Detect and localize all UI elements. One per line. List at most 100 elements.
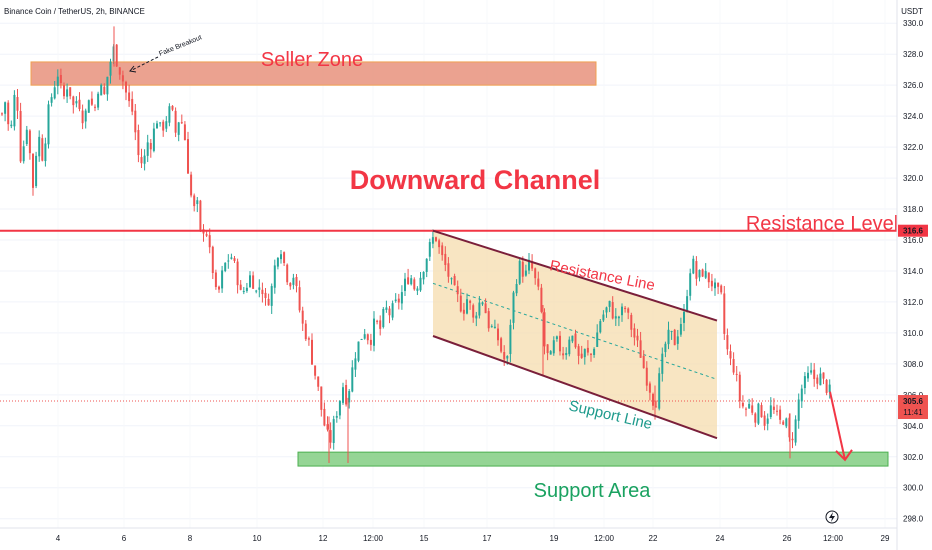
candle-body xyxy=(732,359,735,373)
candle-body xyxy=(13,94,16,127)
candle-body xyxy=(444,253,447,266)
candle-body xyxy=(710,280,713,287)
candle-body xyxy=(621,306,623,316)
candle-body xyxy=(549,351,552,355)
candle-body xyxy=(180,122,183,124)
candle-body xyxy=(769,405,772,417)
chart-title-downward-channel: Downward Channel xyxy=(350,165,601,195)
candle-body xyxy=(227,260,230,262)
candle-body xyxy=(745,408,747,410)
candle-body xyxy=(156,123,158,129)
candle-body xyxy=(252,275,255,289)
candle-body xyxy=(450,278,453,280)
candle-body xyxy=(87,100,90,113)
candle-body xyxy=(121,75,124,82)
candle-body xyxy=(435,237,437,242)
candle-body xyxy=(357,341,360,361)
candle-body xyxy=(493,326,496,329)
candle-body xyxy=(366,334,369,341)
candle-body xyxy=(382,308,385,328)
candle-body xyxy=(521,261,524,277)
candle-body xyxy=(788,417,791,438)
candle-body xyxy=(413,279,416,290)
candle-body xyxy=(10,124,13,127)
candle-body xyxy=(289,283,292,287)
candle-body xyxy=(518,260,521,284)
fake-breakout-arrowhead xyxy=(129,65,137,73)
seller-zone-box xyxy=(30,61,597,86)
replay-icon[interactable] xyxy=(825,510,839,524)
candle-body xyxy=(819,373,822,386)
candle-body xyxy=(16,97,19,111)
candle-body xyxy=(103,86,106,94)
candle-body xyxy=(323,408,326,426)
candle-body xyxy=(311,339,313,365)
candle-body xyxy=(391,303,394,318)
candle-body xyxy=(484,303,487,314)
lightning-icon xyxy=(829,512,835,522)
channel-midline xyxy=(432,282,718,380)
candle-body xyxy=(168,106,171,123)
candle-body xyxy=(7,102,10,125)
candle-body xyxy=(776,410,778,412)
candle-body xyxy=(717,282,720,287)
candle-body xyxy=(772,406,775,410)
candle-body xyxy=(757,403,760,424)
down-arrow-shaft xyxy=(829,391,846,461)
candle-body xyxy=(314,365,317,376)
x-tick-label: 12:00 xyxy=(363,534,384,543)
candle-body xyxy=(794,419,797,443)
candle-body xyxy=(785,418,788,427)
candle-body xyxy=(524,270,527,276)
symbol-title[interactable]: Binance Coin / TetherUS, 2h, BINANCE xyxy=(4,7,145,16)
candle-body xyxy=(379,320,382,329)
y-tick-label: 300.0 xyxy=(903,484,924,493)
candle-body xyxy=(360,338,363,340)
candle-body xyxy=(475,315,478,319)
candle-body xyxy=(652,393,654,406)
candle-body xyxy=(326,424,329,430)
candle-body xyxy=(59,74,62,83)
candle-body xyxy=(270,286,273,306)
fake-breakout-arrow xyxy=(129,56,159,72)
candle-body xyxy=(425,258,428,272)
candle-body xyxy=(614,316,617,319)
candle-body xyxy=(90,98,93,105)
candle-body xyxy=(462,309,465,314)
candle-body xyxy=(670,331,673,333)
candle-body xyxy=(605,307,608,313)
candle-body xyxy=(53,87,56,99)
candle-body xyxy=(143,155,146,164)
candle-body xyxy=(586,347,589,353)
candle-body xyxy=(236,261,239,286)
resistance-price-tag xyxy=(898,224,928,237)
candle-body xyxy=(199,200,202,231)
candle-body xyxy=(534,268,537,279)
candle-body xyxy=(701,269,704,277)
candle-body xyxy=(574,333,577,348)
candle-body xyxy=(38,136,41,157)
time-axis[interactable]: 4 6 8 10 12 12:00 15 17 19 12:00 22 24 26 12:00 29 xyxy=(56,534,890,543)
candle-body xyxy=(376,320,379,322)
candle-body xyxy=(807,372,809,379)
candle-body xyxy=(190,174,193,196)
candle-body xyxy=(283,252,286,264)
candle-body xyxy=(258,287,261,290)
candle-body xyxy=(559,335,561,352)
candle-body xyxy=(146,142,149,156)
candle-body xyxy=(149,142,152,150)
candle-body xyxy=(255,290,258,292)
candle-body xyxy=(580,353,583,358)
candle-body xyxy=(428,242,431,257)
candle-body xyxy=(245,287,248,291)
candle-body xyxy=(196,200,199,205)
candle-body xyxy=(472,305,475,318)
candle-body xyxy=(639,340,642,358)
candle-body xyxy=(617,316,620,319)
candle-body xyxy=(84,110,87,122)
y-tick-label: 302.0 xyxy=(903,453,924,462)
candle-body xyxy=(686,296,689,311)
candle-body xyxy=(503,352,506,360)
candle-body xyxy=(208,235,211,248)
